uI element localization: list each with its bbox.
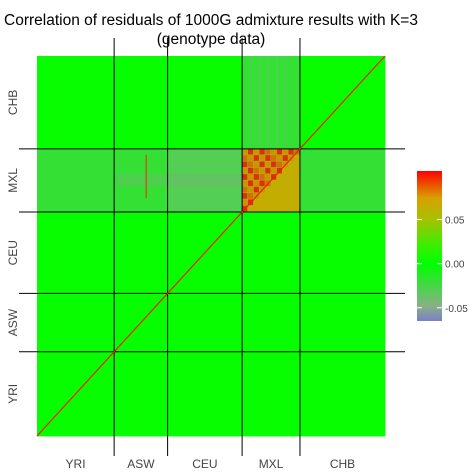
mxl-hotspot (259, 155, 265, 161)
mxl-hotspot (247, 180, 254, 187)
mxl-hotspot (271, 167, 277, 174)
mxl-hotspot (282, 148, 288, 155)
diagonal (36, 55, 386, 437)
mxl-hotspot (259, 161, 265, 168)
cell-asw-ceu (167, 293, 243, 353)
mxl-hotspot (253, 161, 259, 168)
cell-ceu-mxl (242, 212, 301, 294)
cell-chb-ceu (167, 56, 243, 150)
cell-ceu-chb (299, 212, 386, 294)
mxl-hotspot (276, 155, 283, 161)
mxl-hotspot (242, 161, 248, 168)
mxl-hotspot (242, 174, 248, 180)
mxl-hotspot (242, 186, 248, 193)
colorbar-tick-label: 0.05 (445, 216, 465, 227)
mxl-hotspot (242, 167, 248, 174)
block-dividers (19, 38, 405, 456)
mxl-hotspot (253, 148, 259, 155)
cell-mxl-chb (299, 148, 386, 213)
diagonal-line (36, 55, 386, 437)
mxl-hotspot (265, 174, 271, 180)
mxl-hotspot (276, 161, 283, 168)
mxl-hotspot (288, 148, 294, 155)
y-tick-chb: CHB (6, 90, 20, 115)
mxl-hotspot (253, 167, 259, 174)
colorbar-tick-label: 0.00 (445, 260, 465, 271)
cell-chb-yri (37, 56, 115, 150)
mxl-hotspot (259, 148, 265, 155)
x-tick-yri: YRI (66, 457, 86, 471)
mxl-hotspot (247, 186, 254, 193)
mxl-hotspot (242, 193, 248, 199)
mxl-hotspot (247, 174, 254, 180)
mxl-hotspot (242, 155, 248, 161)
x-tick-chb: CHB (330, 457, 355, 471)
cell-ceu-yri (37, 212, 115, 294)
mxl-hotspot (259, 180, 265, 187)
x-tick-labels: YRI ASW CEU MXL CHB (66, 457, 356, 471)
mxl-hotspot (271, 161, 277, 168)
mxl-hotspot (265, 161, 271, 168)
colorbar-ticks: -0.05 0.00 0.05 (417, 216, 468, 315)
heatmap-cells (37, 56, 386, 437)
cell-asw-mxl (242, 293, 301, 353)
x-tick-mxl: MXL (259, 457, 284, 471)
cell-chb-asw (114, 56, 169, 150)
mxl-hotspot (265, 148, 271, 155)
mxl-hotspot (282, 155, 288, 161)
cell-asw-yri (37, 293, 115, 353)
y-tick-yri: YRI (6, 384, 20, 404)
mxl-hotspot (271, 148, 277, 155)
mxl-hotspot (247, 155, 254, 161)
cell-chb-mxl (242, 56, 301, 150)
chart-subtitle: (genotype data) (157, 31, 266, 48)
mxl-hotspot (253, 186, 259, 193)
y-tick-labels: YRI ASW CEU MXL CHB (6, 90, 20, 404)
x-tick-ceu: CEU (192, 457, 217, 471)
cell-asw-chb (299, 293, 386, 353)
chart-title: Correlation of residuals of 1000G admixt… (4, 12, 418, 29)
mxl-hotspot (259, 174, 265, 180)
mxl-hotspot (253, 180, 259, 187)
mxl-hotspot (242, 199, 248, 206)
cell-mxl-yri (37, 148, 115, 213)
mxl-hotspot (247, 167, 254, 174)
mxl-hotspot (247, 148, 254, 155)
cell-yri-chb (299, 351, 386, 437)
mxl-hotspot (242, 148, 248, 155)
mxl-hotspot (242, 180, 248, 187)
mxl-hotspot (253, 155, 259, 161)
colorbar-tick-label: -0.05 (445, 304, 468, 315)
mxl-hotspot (276, 148, 283, 155)
x-tick-asw: ASW (127, 457, 155, 471)
mxl-hotspot (265, 155, 271, 161)
cell-yri-mxl (242, 351, 301, 437)
mxl-hotspot (271, 155, 277, 161)
mxl-hotspot (247, 193, 254, 199)
cell-yri-asw (114, 351, 169, 437)
mxl-hotspot (253, 174, 259, 180)
mxl-hotspot (247, 161, 254, 168)
y-tick-asw: ASW (6, 308, 20, 336)
mxl-hotspot (259, 167, 265, 174)
cell-yri-ceu (167, 351, 243, 437)
mxl-hotspot (265, 167, 271, 174)
colorbar-gradient (417, 171, 442, 321)
cell-ceu-asw (114, 212, 169, 294)
colorbar (417, 171, 442, 321)
y-tick-mxl: MXL (6, 168, 20, 193)
y-tick-ceu: CEU (6, 240, 20, 265)
